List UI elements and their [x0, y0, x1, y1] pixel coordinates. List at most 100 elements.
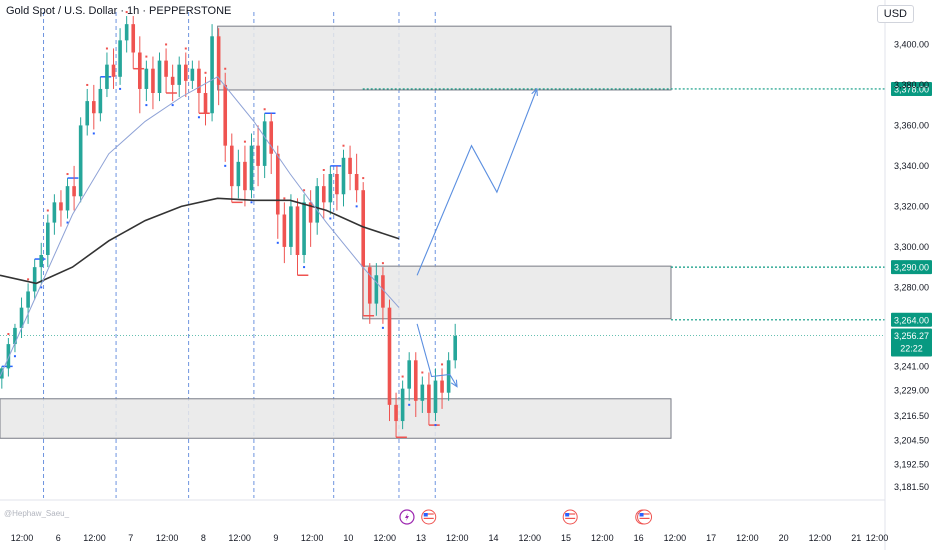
candle-body[interactable]	[91, 101, 96, 114]
candle-body[interactable]	[275, 153, 280, 215]
candle-body[interactable]	[26, 291, 30, 308]
candle-body[interactable]	[216, 36, 221, 85]
x-tick-label: 6	[56, 533, 61, 543]
candle-body[interactable]	[394, 404, 398, 422]
y-tick-label: 3,229.00	[894, 386, 929, 396]
candle-body[interactable]	[282, 214, 287, 247]
candle-body[interactable]	[13, 327, 17, 345]
candle-body[interactable]	[387, 307, 392, 405]
candle-body[interactable]	[315, 186, 320, 223]
y-tick-label: 3,320.00	[894, 201, 929, 211]
candle-body[interactable]	[137, 52, 142, 89]
high-marker	[105, 47, 108, 50]
x-tick-label: 12:00	[664, 533, 687, 543]
candle-body[interactable]	[453, 336, 458, 361]
candle-body[interactable]	[262, 121, 267, 166]
us-flag-event-icon[interactable]	[562, 509, 578, 525]
high-marker	[322, 169, 325, 171]
x-tick-label: 12:00	[373, 533, 396, 543]
candle-body[interactable]	[427, 384, 431, 413]
candle-body[interactable]	[328, 174, 333, 203]
candle-body[interactable]	[440, 380, 444, 393]
candle-body[interactable]	[183, 64, 188, 81]
y-tick-label: 3,280.00	[894, 282, 929, 292]
candle-body[interactable]	[105, 64, 109, 89]
level-price-label: 3,378.00	[894, 84, 929, 94]
candle-body[interactable]	[210, 36, 214, 114]
candle-body[interactable]	[197, 68, 201, 93]
candle-body[interactable]	[229, 145, 234, 187]
candle-body[interactable]	[72, 186, 76, 197]
x-tick-label: 12:00	[866, 533, 889, 543]
candle-body[interactable]	[59, 202, 63, 211]
candle-body[interactable]	[367, 267, 372, 304]
low-marker	[92, 132, 95, 135]
high-marker	[27, 278, 30, 281]
candle-body[interactable]	[32, 267, 37, 292]
candle-body[interactable]	[203, 93, 208, 114]
mid-zone[interactable]	[362, 265, 672, 320]
y-tick-label: 3,204.50	[894, 435, 929, 445]
candle-body[interactable]	[65, 186, 70, 211]
candle-body[interactable]	[170, 76, 175, 85]
high-marker	[204, 71, 207, 74]
candle-body[interactable]	[111, 64, 116, 77]
candle-body[interactable]	[164, 60, 168, 77]
candle-body[interactable]	[52, 202, 57, 223]
candle-body[interactable]	[85, 101, 90, 126]
currency-button[interactable]: USD	[876, 5, 914, 23]
high-marker	[86, 83, 89, 86]
high-marker	[263, 108, 266, 111]
candle-body[interactable]	[446, 360, 451, 393]
candle-body[interactable]	[243, 161, 247, 191]
candle-body[interactable]	[302, 202, 306, 255]
candle-body[interactable]	[407, 360, 412, 389]
candle-body[interactable]	[308, 202, 313, 223]
candle-body[interactable]	[348, 157, 352, 174]
bearish-path[interactable]	[416, 323, 458, 387]
candle-body[interactable]	[400, 388, 405, 422]
x-tick-label: 20	[779, 533, 789, 543]
candle-body[interactable]	[6, 344, 11, 369]
bullish-path[interactable]	[416, 88, 538, 276]
candle-body[interactable]	[381, 275, 385, 308]
candle-body[interactable]	[118, 40, 122, 77]
candle-body[interactable]	[341, 157, 346, 195]
us-flag-event-icon[interactable]	[637, 509, 653, 525]
candle-body[interactable]	[19, 307, 24, 328]
candle-body[interactable]	[124, 24, 129, 41]
candle-body[interactable]	[354, 174, 359, 191]
candle-body[interactable]	[295, 206, 300, 255]
candle-body[interactable]	[335, 174, 339, 195]
candle-body[interactable]	[256, 145, 260, 166]
candle-body[interactable]	[78, 125, 83, 197]
candle-body[interactable]	[157, 60, 162, 93]
candle-body[interactable]	[413, 360, 418, 401]
candle-body[interactable]	[289, 206, 293, 247]
candle-body[interactable]	[151, 68, 155, 93]
candle-body[interactable]	[144, 68, 149, 89]
candle-body[interactable]	[321, 186, 326, 203]
candle-body[interactable]	[249, 145, 254, 191]
candle-body[interactable]	[374, 275, 379, 304]
high-marker	[421, 371, 424, 374]
candle-body[interactable]	[223, 84, 228, 146]
us-flag-event-icon[interactable]	[421, 509, 437, 525]
candle-body[interactable]	[190, 68, 195, 81]
candle-body[interactable]	[433, 380, 438, 413]
candle-body[interactable]	[131, 24, 136, 53]
supply-zone-top[interactable]	[217, 25, 672, 91]
candle-body[interactable]	[236, 161, 241, 187]
candle-body[interactable]	[361, 190, 366, 268]
candle-body[interactable]	[269, 121, 274, 154]
x-tick-label: 12:00	[11, 533, 34, 543]
candle-body[interactable]	[39, 255, 44, 268]
y-tick-label: 3,181.50	[894, 482, 929, 492]
candle-body[interactable]	[98, 88, 103, 114]
candle-body[interactable]	[420, 384, 425, 401]
candle-body[interactable]	[177, 64, 182, 85]
candle-body[interactable]	[46, 222, 50, 255]
demand-zone[interactable]	[0, 398, 672, 439]
